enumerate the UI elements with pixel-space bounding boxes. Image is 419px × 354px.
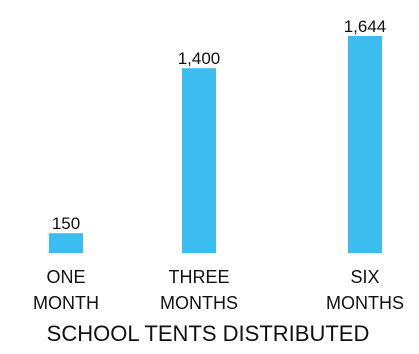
bar-2 (182, 68, 216, 253)
category-label-2-line-1: THREE (168, 267, 229, 287)
value-labels-layer: 150 1,400 1,644 (52, 17, 386, 233)
data-label-1: 150 (52, 214, 80, 233)
category-label-2-line-2: MONTHS (160, 293, 238, 313)
category-label-1-line-2: MONTH (33, 293, 99, 313)
bar-1 (49, 233, 83, 253)
category-label-3-line-2: MONTHS (326, 293, 404, 313)
chart-title: SCHOOL TENTS DISTRIBUTED (47, 321, 370, 346)
bars-layer (49, 36, 382, 253)
category-label-3-line-1: SIX (350, 267, 379, 287)
category-labels-layer: ONE MONTH THREE MONTHS SIX MONTHS (33, 267, 404, 313)
data-label-3: 1,644 (344, 17, 387, 36)
data-label-2: 1,400 (178, 49, 221, 68)
bar-3 (348, 36, 382, 253)
category-label-1-line-1: ONE (46, 267, 85, 287)
